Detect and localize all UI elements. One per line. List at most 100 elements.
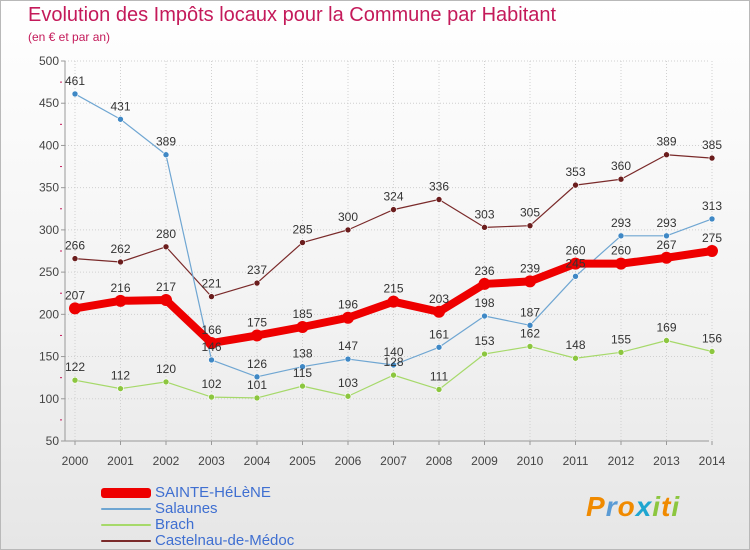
data-point-brach [253, 394, 261, 402]
data-label-castelnau-de-m-doc: 303 [474, 207, 494, 221]
data-label-brach: 128 [383, 355, 403, 369]
data-label-brach: 120 [156, 362, 176, 376]
data-label-sainte-h-l-ne: 207 [65, 288, 85, 302]
data-label-salaunes: 146 [201, 340, 221, 354]
legend-item: SAINTE-HéLèNE [101, 485, 294, 501]
data-point-brach [162, 378, 170, 386]
data-point-brach [617, 349, 625, 356]
y-tick-label: 150 [39, 350, 59, 364]
data-label-salaunes: 461 [65, 74, 85, 88]
data-label-castelnau-de-m-doc: 305 [520, 206, 540, 220]
data-point-salaunes [526, 322, 534, 329]
x-tick-label: 2004 [244, 454, 271, 468]
data-point-brach [390, 371, 397, 379]
logo-letter: o [617, 491, 636, 522]
data-label-sainte-h-l-ne: 267 [656, 238, 676, 252]
legend-item: Salaunes [101, 501, 294, 517]
data-label-brach: 162 [520, 326, 540, 340]
data-point-sainte-h-l-ne [569, 257, 582, 270]
data-point-sainte-h-l-ne [706, 245, 718, 257]
data-point-castelnau-de-m-doc [663, 151, 670, 159]
y-tick-label: 100 [39, 392, 59, 406]
y-tick-label: 400 [39, 138, 59, 152]
data-point-sainte-h-l-ne [433, 305, 445, 318]
data-point-castelnau-de-m-doc [208, 293, 215, 300]
data-label-brach: 111 [430, 369, 449, 383]
data-point-sainte-h-l-ne [615, 257, 627, 270]
data-label-salaunes: 198 [474, 296, 494, 310]
data-label-castelnau-de-m-doc: 324 [383, 190, 403, 204]
y-tick-label: 450 [39, 96, 59, 110]
legend-label: Castelnau-de-Médoc [155, 532, 295, 549]
data-point-salaunes [572, 273, 579, 280]
data-point-castelnau-de-m-doc [526, 222, 534, 229]
data-label-sainte-h-l-ne: 166 [201, 323, 221, 337]
data-point-salaunes [344, 355, 352, 363]
data-label-salaunes: 293 [656, 216, 676, 230]
x-tick-label: 2012 [608, 454, 635, 468]
data-label-castelnau-de-m-doc: 285 [292, 223, 312, 237]
data-label-sainte-h-l-ne: 203 [429, 292, 449, 306]
data-label-salaunes: 140 [383, 345, 403, 359]
data-point-sainte-h-l-ne [387, 295, 400, 308]
data-point-brach [208, 393, 215, 401]
data-point-salaunes [663, 232, 670, 240]
y-tick-label: 300 [39, 223, 59, 237]
data-point-brach [708, 348, 716, 355]
data-point-sainte-h-l-ne [205, 337, 218, 350]
data-point-sainte-h-l-ne [478, 277, 491, 290]
logo-letter: P [586, 491, 606, 522]
data-label-brach: 169 [656, 321, 676, 335]
data-point-castelnau-de-m-doc [253, 279, 261, 287]
data-point-brach [71, 376, 79, 384]
data-label-salaunes: 138 [292, 347, 312, 361]
data-point-salaunes [481, 312, 488, 320]
data-point-salaunes [117, 115, 124, 123]
data-point-castelnau-de-m-doc [481, 224, 488, 231]
data-point-brach [117, 385, 124, 392]
data-point-brach [663, 337, 670, 344]
y-tick-label: 500 [39, 54, 59, 68]
data-point-castelnau-de-m-doc [708, 154, 716, 162]
data-point-brach [435, 386, 443, 393]
data-label-castelnau-de-m-doc: 237 [247, 263, 267, 277]
data-label-brach: 102 [201, 377, 221, 391]
legend-label: Brach [155, 516, 195, 533]
data-label-brach: 115 [293, 366, 312, 380]
data-label-salaunes: 389 [156, 135, 176, 149]
data-point-sainte-h-l-ne [114, 294, 127, 307]
data-label-sainte-h-l-ne: 239 [520, 261, 540, 275]
data-point-brach [572, 354, 579, 362]
y-tick-label: 250 [39, 265, 59, 279]
data-point-castelnau-de-m-doc [390, 206, 397, 213]
data-label-salaunes: 293 [611, 216, 631, 230]
data-point-brach [344, 392, 352, 400]
data-label-salaunes: 313 [702, 199, 722, 213]
data-label-castelnau-de-m-doc: 353 [565, 165, 585, 179]
data-label-sainte-h-l-ne: 275 [702, 231, 722, 245]
x-tick-label: 2001 [107, 454, 134, 468]
y-tick-label: 350 [39, 181, 59, 195]
logo-letter: i [652, 491, 662, 522]
data-label-sainte-h-l-ne: 260 [611, 244, 631, 258]
chart-subtitle: (en € et par an) [28, 30, 111, 44]
x-tick-label: 2005 [289, 454, 316, 468]
data-label-castelnau-de-m-doc: 336 [429, 179, 449, 193]
legend-swatch [101, 524, 151, 526]
legend-swatch [101, 508, 151, 510]
data-point-salaunes [71, 90, 79, 98]
data-label-castelnau-de-m-doc: 262 [110, 242, 130, 256]
proxiti-logo: Proxiti [586, 491, 680, 523]
logo-letter: x [635, 491, 653, 522]
data-point-brach [299, 382, 306, 390]
data-label-castelnau-de-m-doc: 300 [338, 210, 358, 224]
data-label-brach: 122 [65, 360, 85, 374]
legend-item: Castelnau-de-Médoc [101, 533, 294, 549]
y-tick-label: 50 [46, 434, 60, 448]
x-tick-label: 2013 [653, 454, 680, 468]
data-label-sainte-h-l-ne: 185 [292, 307, 312, 321]
data-point-castelnau-de-m-doc [617, 175, 625, 183]
legend-swatch [101, 540, 151, 542]
